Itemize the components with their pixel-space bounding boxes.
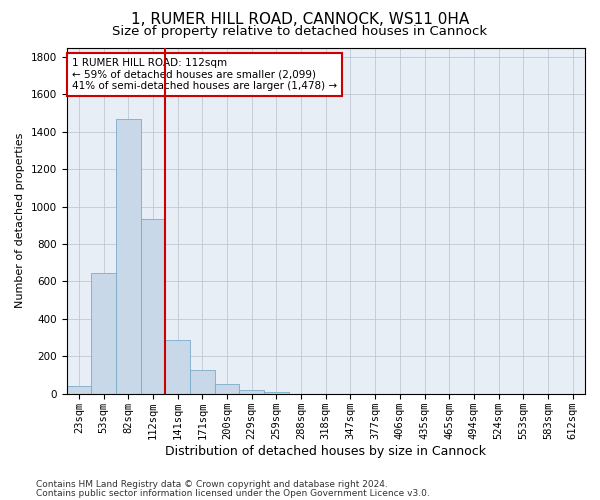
Bar [264, 392, 289, 394]
Bar [215, 384, 239, 394]
X-axis label: Distribution of detached houses by size in Cannock: Distribution of detached houses by size … [165, 444, 486, 458]
Bar [239, 390, 264, 394]
Text: Contains public sector information licensed under the Open Government Licence v3: Contains public sector information licen… [36, 489, 430, 498]
Bar [140, 219, 165, 394]
Text: 1, RUMER HILL ROAD, CANNOCK, WS11 0HA: 1, RUMER HILL ROAD, CANNOCK, WS11 0HA [131, 12, 469, 28]
Bar [165, 340, 190, 394]
Bar [190, 370, 215, 394]
Bar [91, 273, 116, 394]
Bar [116, 118, 140, 394]
Text: Contains HM Land Registry data © Crown copyright and database right 2024.: Contains HM Land Registry data © Crown c… [36, 480, 388, 489]
Text: 1 RUMER HILL ROAD: 112sqm
← 59% of detached houses are smaller (2,099)
41% of se: 1 RUMER HILL ROAD: 112sqm ← 59% of detac… [72, 58, 337, 91]
Bar [67, 386, 91, 394]
Y-axis label: Number of detached properties: Number of detached properties [15, 133, 25, 308]
Text: Size of property relative to detached houses in Cannock: Size of property relative to detached ho… [112, 25, 488, 38]
